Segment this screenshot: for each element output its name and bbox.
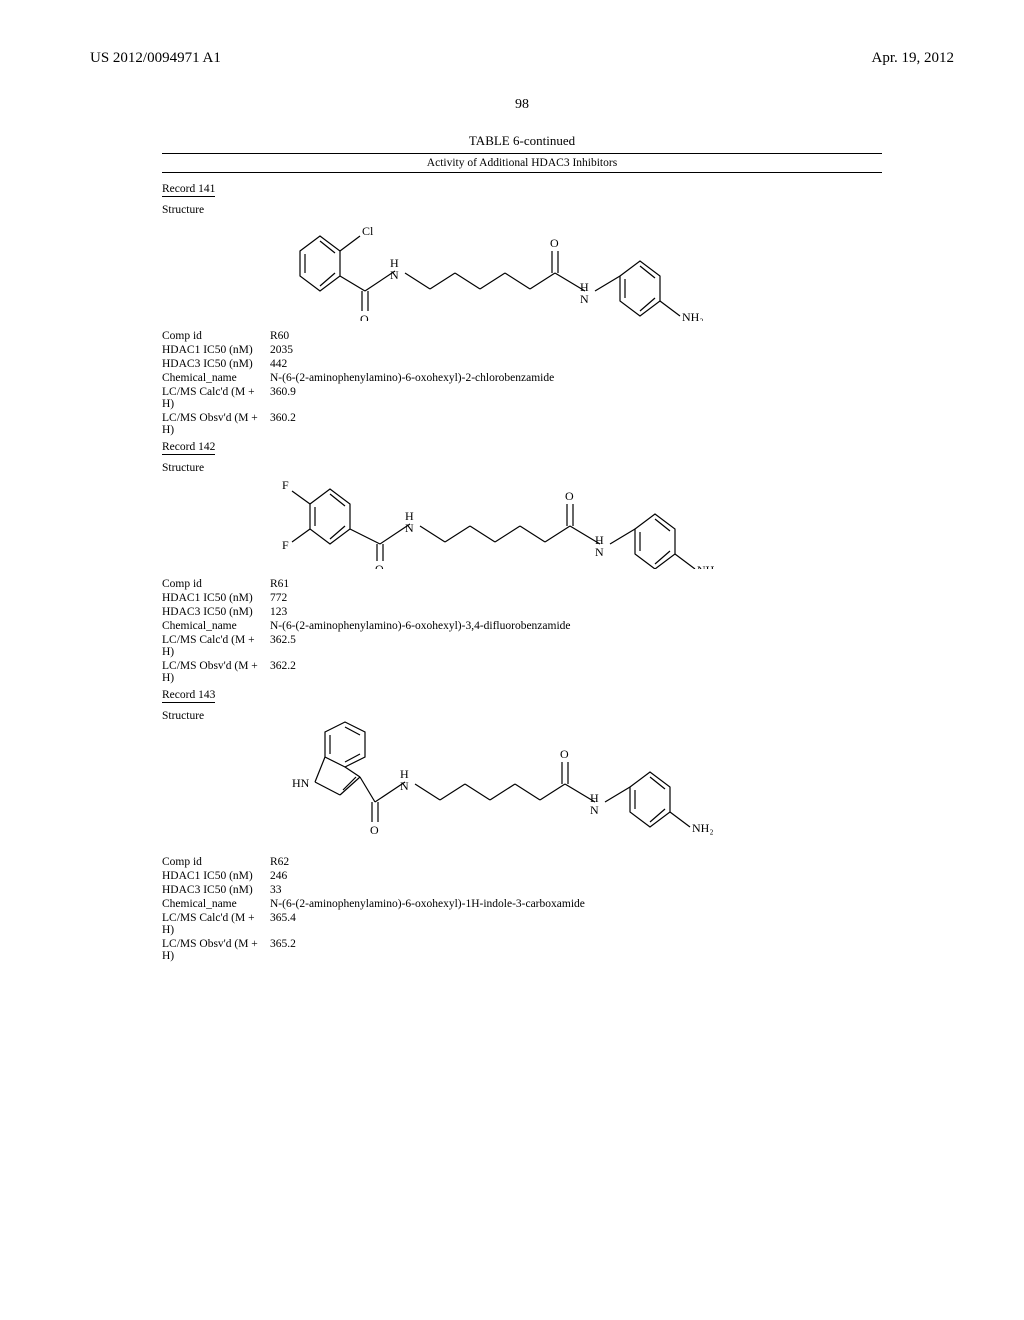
lcms-obs-label: LC/MS Obsv'd (M + H) [162, 937, 270, 963]
structure-141: Cl O H N [270, 203, 730, 329]
comp-id-label: Comp id [162, 577, 270, 591]
svg-text:O: O [565, 489, 574, 503]
structure-svg-141: Cl O H N [270, 211, 730, 321]
comp-id-label: Comp id [162, 329, 270, 343]
lcms-obs-142: 362.2 [270, 659, 750, 685]
lcms-obs-label: LC/MS Obsv'd (M + H) [162, 411, 270, 437]
hdac1-label: HDAC1 IC50 (nM) [162, 591, 270, 605]
chem-name-label: Chemical_name [162, 371, 270, 385]
svg-text:N: N [580, 292, 589, 306]
svg-text:N: N [390, 268, 399, 282]
structure-label: Structure [162, 203, 270, 329]
table-title: TABLE 6-continued [162, 133, 882, 149]
svg-text:NH₂: NH₂ [682, 310, 704, 321]
record-142-table: Structure F F [162, 461, 750, 685]
svg-text:O: O [375, 562, 384, 569]
svg-text:N: N [400, 779, 409, 793]
hdac1-142: 772 [270, 591, 750, 605]
comp-id-142: R61 [270, 577, 750, 591]
record-label-143: Record 143 [162, 689, 215, 703]
hdac3-141: 442 [270, 357, 730, 371]
hdac1-141: 2035 [270, 343, 730, 357]
hdac3-143: 33 [270, 883, 730, 897]
hdac3-label: HDAC3 IC50 (nM) [162, 883, 270, 897]
chem-name-label: Chemical_name [162, 897, 270, 911]
svg-text:HN: HN [292, 776, 310, 790]
structure-svg-143: HN O H N [270, 717, 730, 847]
record-143-table: Structure [162, 709, 730, 963]
chem-name-label: Chemical_name [162, 619, 270, 633]
structure-svg-142: F F O H N [270, 469, 750, 569]
data-table-container: TABLE 6-continued Activity of Additional… [162, 133, 882, 963]
svg-text:O: O [370, 823, 379, 837]
svg-text:F: F [282, 478, 289, 492]
structure-142: F F O H N [270, 461, 750, 577]
svg-text:N: N [405, 521, 414, 535]
structure-label: Structure [162, 461, 270, 577]
comp-id-label: Comp id [162, 855, 270, 869]
svg-text:NH₂: NH₂ [692, 821, 714, 835]
record-label-141: Record 141 [162, 183, 215, 197]
lcms-calc-142: 362.5 [270, 633, 750, 659]
lcms-calc-label: LC/MS Calc'd (M + H) [162, 385, 270, 411]
svg-text:H: H [590, 791, 599, 805]
svg-text:O: O [560, 747, 569, 761]
chem-name-142: N-(6-(2-aminophenylamino)-6-oxohexyl)-3,… [270, 619, 750, 633]
comp-id-141: R60 [270, 329, 730, 343]
hdac1-label: HDAC1 IC50 (nM) [162, 343, 270, 357]
lcms-calc-label: LC/MS Calc'd (M + H) [162, 633, 270, 659]
lcms-calc-141: 360.9 [270, 385, 730, 411]
record-141-table: Structure Cl [162, 203, 730, 437]
page-header: US 2012/0094971 A1 Apr. 19, 2012 [90, 50, 954, 67]
publication-number: US 2012/0094971 A1 [90, 50, 221, 67]
svg-text:NH₂: NH₂ [697, 563, 719, 569]
svg-text:F: F [282, 538, 289, 552]
svg-text:N: N [595, 545, 604, 559]
hdac3-142: 123 [270, 605, 750, 619]
chem-name-141: N-(6-(2-aminophenylamino)-6-oxohexyl)-2-… [270, 371, 730, 385]
table-subtitle: Activity of Additional HDAC3 Inhibitors [162, 153, 882, 173]
lcms-calc-143: 365.4 [270, 911, 730, 937]
comp-id-143: R62 [270, 855, 730, 869]
lcms-calc-label: LC/MS Calc'd (M + H) [162, 911, 270, 937]
hdac3-label: HDAC3 IC50 (nM) [162, 357, 270, 371]
page-number: 98 [90, 97, 954, 113]
hdac1-label: HDAC1 IC50 (nM) [162, 869, 270, 883]
record-label-142: Record 142 [162, 441, 215, 455]
svg-text:O: O [550, 236, 559, 250]
svg-text:H: H [595, 533, 604, 547]
structure-143: HN O H N [270, 709, 730, 855]
chem-name-143: N-(6-(2-aminophenylamino)-6-oxohexyl)-1H… [270, 897, 730, 911]
hdac1-143: 246 [270, 869, 730, 883]
lcms-obs-143: 365.2 [270, 937, 730, 963]
svg-text:Cl: Cl [362, 224, 374, 238]
lcms-obs-label: LC/MS Obsv'd (M + H) [162, 659, 270, 685]
lcms-obs-141: 360.2 [270, 411, 730, 437]
svg-text:N: N [590, 803, 599, 817]
hdac3-label: HDAC3 IC50 (nM) [162, 605, 270, 619]
patent-page: US 2012/0094971 A1 Apr. 19, 2012 98 TABL… [0, 0, 1024, 1320]
publication-date: Apr. 19, 2012 [872, 50, 955, 67]
svg-text:O: O [360, 312, 369, 321]
svg-text:H: H [580, 280, 589, 294]
structure-label: Structure [162, 709, 270, 855]
